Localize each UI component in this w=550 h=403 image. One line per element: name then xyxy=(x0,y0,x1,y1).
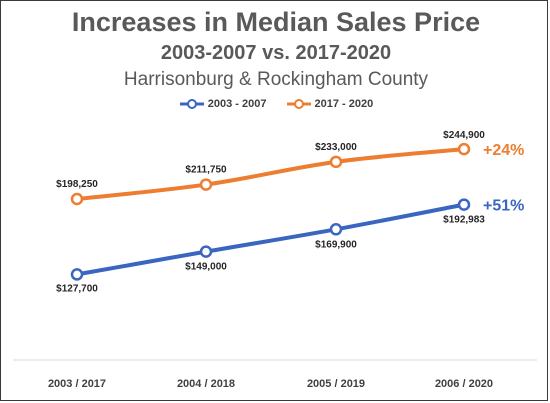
data-point xyxy=(70,268,84,281)
chart-region: Harrisonburg & Rockingham County xyxy=(123,69,429,90)
data-point xyxy=(199,245,213,258)
legend-marker-series-2 xyxy=(286,99,311,110)
data-point xyxy=(457,142,471,156)
data-point xyxy=(329,223,343,236)
series-line-1 xyxy=(76,202,465,277)
legend-label-series-1: 2003 - 2007 xyxy=(207,98,267,110)
legend: 2003 - 2007 2017 - 2020 xyxy=(1,98,550,110)
data-point xyxy=(457,198,471,211)
legend-marker-series-1 xyxy=(179,99,204,110)
data-label: $211,750 xyxy=(185,165,227,176)
data-label: $169,900 xyxy=(315,239,357,250)
data-label: $233,000 xyxy=(315,142,357,153)
legend-label-series-2: 2017 - 2020 xyxy=(314,98,374,110)
data-point xyxy=(199,178,213,191)
chart-title: Increases in Median Sales Price xyxy=(71,7,481,37)
data-label: $192,983 xyxy=(443,215,485,226)
x-tick-label: 2004 / 2018 xyxy=(177,378,235,390)
legend-item-series-2: 2017 - 2020 xyxy=(286,98,374,110)
change-label-series-2: +24% xyxy=(483,142,524,159)
data-label: $149,000 xyxy=(185,262,227,273)
change-label-series-1: +51% xyxy=(483,198,524,215)
x-tick-label: 2003 / 2017 xyxy=(48,378,106,390)
chart-subtitle: 2003-2007 vs. 2017-2020 xyxy=(160,42,392,64)
data-label: $244,900 xyxy=(443,130,485,141)
data-label: $198,250 xyxy=(56,179,98,190)
x-tick-label: 2005 / 2019 xyxy=(307,378,365,390)
data-point xyxy=(70,192,84,206)
data-point xyxy=(329,155,343,169)
data-label: $127,700 xyxy=(56,283,98,294)
series-line-2 xyxy=(76,147,465,201)
x-tick-label: 2006 / 2020 xyxy=(435,378,493,390)
legend-item-series-1: 2003 - 2007 xyxy=(179,98,267,110)
